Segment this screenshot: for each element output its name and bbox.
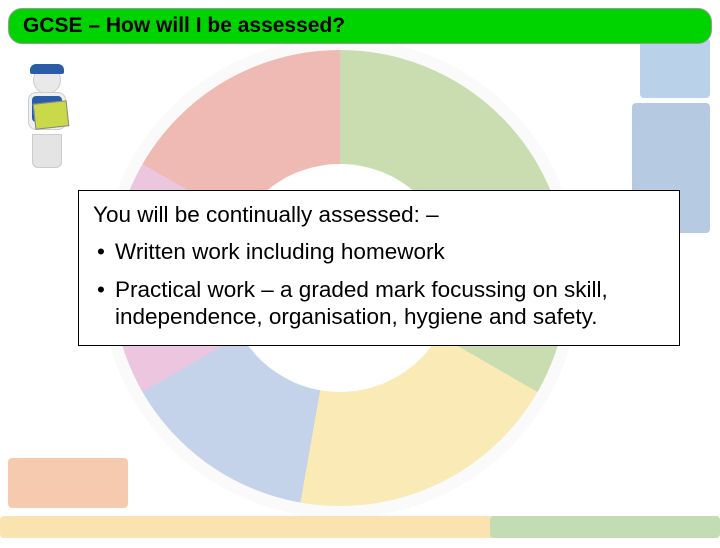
- intro-text: You will be continually assessed: –: [93, 201, 665, 228]
- assessment-box: You will be continually assessed: – Writ…: [78, 190, 680, 346]
- bg-water-badge: [640, 38, 710, 98]
- bg-eat-less-panel: [8, 458, 128, 508]
- bullet-list: Written work including homework Practica…: [93, 238, 665, 330]
- slide-title: GCSE – How will I be assessed?: [8, 8, 712, 44]
- title-prefix: GCSE: [23, 14, 83, 37]
- title-text: How will I be assessed?: [106, 14, 345, 37]
- bg-footer-bar-right: [490, 516, 720, 538]
- title-separator: –: [83, 14, 106, 37]
- list-item: Practical work – a graded mark focussing…: [93, 276, 665, 331]
- figure-legs: [32, 134, 62, 168]
- figure-cap: [30, 64, 64, 74]
- figure-clipboard: [33, 100, 70, 129]
- inspector-figure: [12, 66, 82, 176]
- list-item: Written work including homework: [93, 238, 665, 265]
